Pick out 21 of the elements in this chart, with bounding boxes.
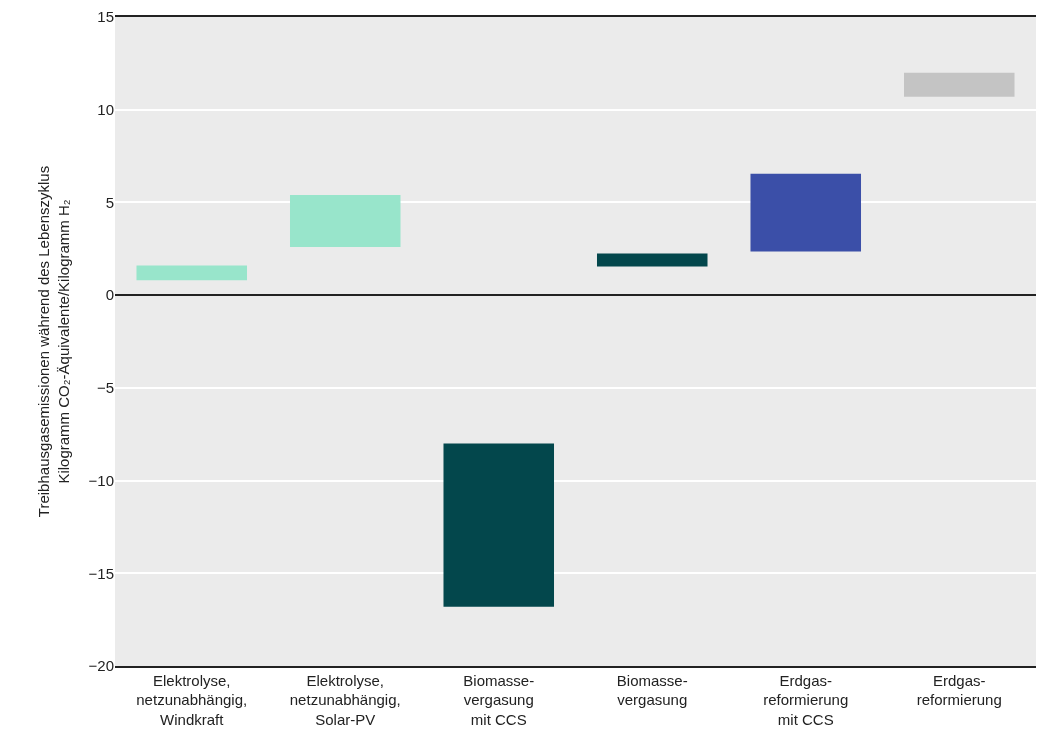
y-tick-label: −5: [96, 379, 114, 397]
bar: [289, 195, 401, 247]
bar: [136, 265, 248, 281]
y-tick-label: 15: [97, 8, 114, 26]
x-tick-label: Biomasse- vergasung mit CCS: [463, 671, 535, 728]
bar: [596, 253, 708, 267]
x-tick-label: Elektrolyse, netzunabhängig, Solar-PV: [289, 671, 401, 728]
bar: [750, 173, 862, 252]
x-tick-label: Erdgas- reformierung mit CCS: [763, 671, 849, 728]
x-tick-label: Erdgas- reformierung: [916, 671, 1002, 709]
y-tick-label: −20: [88, 657, 114, 675]
x-tick-label: Biomasse- vergasung: [616, 671, 688, 709]
x-tick-label: Elektrolyse, netzunabhängig, Windkraft: [136, 671, 248, 728]
y-axis-title: Treibhausgasemissionen während des Lebenszyklus Kilogramm CO₂-Äquivalente/Kilogramm H₂: [35, 165, 72, 518]
y-tick-label: −10: [88, 471, 114, 489]
y-tick-label: −15: [88, 564, 114, 582]
y-tick-label: 0: [105, 286, 114, 304]
y-tick-label: 10: [97, 100, 114, 118]
bar: [903, 72, 1015, 97]
y-tick-label: 5: [105, 193, 114, 211]
bar: [443, 443, 555, 607]
